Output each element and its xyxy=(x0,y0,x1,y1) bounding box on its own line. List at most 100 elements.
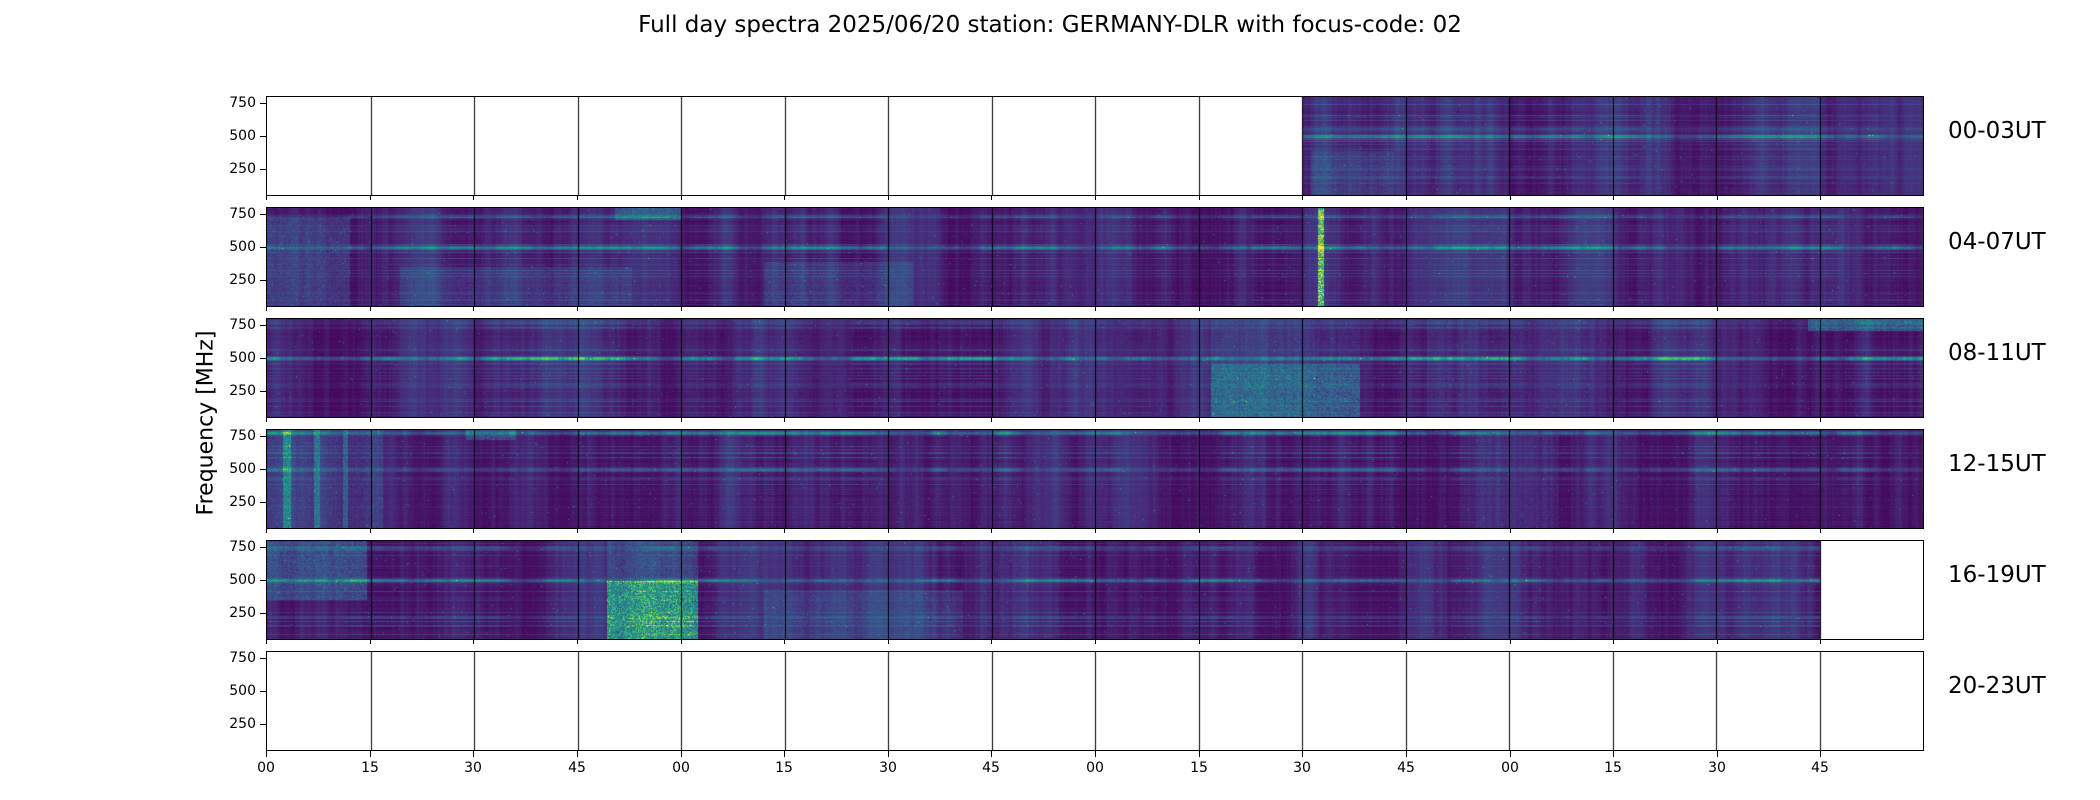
x-tick-mark xyxy=(1717,196,1718,200)
x-tick-mark xyxy=(991,751,992,757)
x-tick-label: 15 xyxy=(1604,760,1622,776)
x-tick-mark xyxy=(370,307,371,311)
x-tick-mark xyxy=(1199,196,1200,200)
x-tick-mark xyxy=(1820,751,1821,757)
y-tick-mark xyxy=(260,136,266,137)
x-tick-mark xyxy=(888,529,889,533)
x-tick-mark xyxy=(266,640,267,644)
y-tick-label: 750 xyxy=(229,95,256,111)
x-tick-mark xyxy=(888,307,889,311)
y-axis-label: Frequency [MHz] xyxy=(193,330,219,516)
y-tick-label: 250 xyxy=(229,383,256,399)
y-tick-label: 750 xyxy=(229,650,256,666)
x-tick-mark xyxy=(1820,307,1821,311)
y-tick-label: 500 xyxy=(229,683,256,699)
x-tick-mark xyxy=(1095,307,1096,311)
x-tick-mark xyxy=(1717,751,1718,757)
x-tick-mark xyxy=(266,751,267,757)
x-tick-mark xyxy=(681,751,682,757)
x-tick-label: 45 xyxy=(1397,760,1415,776)
x-tick-mark xyxy=(1510,751,1511,757)
y-tick-label: 500 xyxy=(229,128,256,144)
x-tick-mark xyxy=(1510,640,1511,644)
row-label: 00-03UT xyxy=(1948,118,2046,144)
spectra-row-00-03ut xyxy=(266,96,1924,196)
x-tick-mark xyxy=(577,196,578,200)
y-tick-mark xyxy=(260,391,266,392)
x-tick-mark xyxy=(370,196,371,200)
x-tick-mark xyxy=(1199,640,1200,644)
x-tick-label: 45 xyxy=(1811,760,1829,776)
x-tick-mark xyxy=(266,307,267,311)
y-tick-mark xyxy=(260,214,266,215)
x-tick-mark xyxy=(1199,529,1200,533)
x-tick-mark xyxy=(1199,418,1200,422)
x-tick-mark xyxy=(1717,640,1718,644)
x-tick-mark xyxy=(1820,418,1821,422)
y-tick-label: 250 xyxy=(229,161,256,177)
x-tick-mark xyxy=(1510,529,1511,533)
y-tick-mark xyxy=(260,691,266,692)
row-label: 20-23UT xyxy=(1948,673,2046,699)
spectra-row-20-23ut xyxy=(266,651,1924,751)
x-tick-mark xyxy=(1717,529,1718,533)
x-tick-mark xyxy=(681,196,682,200)
spectrogram-canvas-0 xyxy=(267,97,1923,195)
x-tick-mark xyxy=(577,307,578,311)
x-tick-mark xyxy=(370,529,371,533)
x-tick-mark xyxy=(473,196,474,200)
y-tick-label: 500 xyxy=(229,461,256,477)
x-tick-mark xyxy=(681,529,682,533)
y-tick-mark xyxy=(260,502,266,503)
x-tick-label: 45 xyxy=(568,760,586,776)
x-tick-mark xyxy=(370,640,371,644)
y-tick-mark xyxy=(260,169,266,170)
spectrogram-canvas-1 xyxy=(267,208,1923,306)
y-tick-mark xyxy=(260,280,266,281)
y-tick-mark xyxy=(260,103,266,104)
x-tick-mark xyxy=(784,640,785,644)
spectrogram-canvas-2 xyxy=(267,319,1923,417)
row-label: 04-07UT xyxy=(1948,229,2046,255)
x-tick-mark xyxy=(370,418,371,422)
x-tick-label: 30 xyxy=(1293,760,1311,776)
x-tick-mark xyxy=(1820,196,1821,200)
x-tick-mark xyxy=(888,751,889,757)
x-tick-mark xyxy=(266,418,267,422)
x-tick-mark xyxy=(784,196,785,200)
x-tick-mark xyxy=(1302,196,1303,200)
x-tick-mark xyxy=(1613,418,1614,422)
y-tick-mark xyxy=(260,358,266,359)
x-tick-mark xyxy=(991,640,992,644)
x-tick-mark xyxy=(991,196,992,200)
x-tick-mark xyxy=(681,640,682,644)
x-tick-label: 15 xyxy=(775,760,793,776)
figure-title: Full day spectra 2025/06/20 station: GER… xyxy=(638,12,1462,38)
x-tick-label: 00 xyxy=(257,760,275,776)
x-tick-mark xyxy=(577,751,578,757)
x-tick-mark xyxy=(991,529,992,533)
x-tick-mark xyxy=(1406,529,1407,533)
x-tick-label: 15 xyxy=(361,760,379,776)
x-tick-mark xyxy=(1095,529,1096,533)
spectra-row-12-15ut xyxy=(266,429,1924,529)
x-tick-mark xyxy=(1613,529,1614,533)
x-tick-label: 30 xyxy=(1708,760,1726,776)
spectra-row-04-07ut xyxy=(266,207,1924,307)
x-tick-mark xyxy=(473,418,474,422)
y-tick-mark xyxy=(260,613,266,614)
y-tick-label: 750 xyxy=(229,206,256,222)
x-tick-mark xyxy=(1302,640,1303,644)
x-tick-mark xyxy=(1613,640,1614,644)
row-label: 16-19UT xyxy=(1948,562,2046,588)
x-tick-mark xyxy=(1820,529,1821,533)
x-tick-label: 15 xyxy=(1190,760,1208,776)
x-tick-mark xyxy=(1406,196,1407,200)
x-tick-mark xyxy=(577,640,578,644)
x-tick-mark xyxy=(577,418,578,422)
row-label: 12-15UT xyxy=(1948,451,2046,477)
x-tick-mark xyxy=(681,307,682,311)
x-tick-mark xyxy=(784,307,785,311)
y-tick-mark xyxy=(260,724,266,725)
spectra-row-16-19ut xyxy=(266,540,1924,640)
